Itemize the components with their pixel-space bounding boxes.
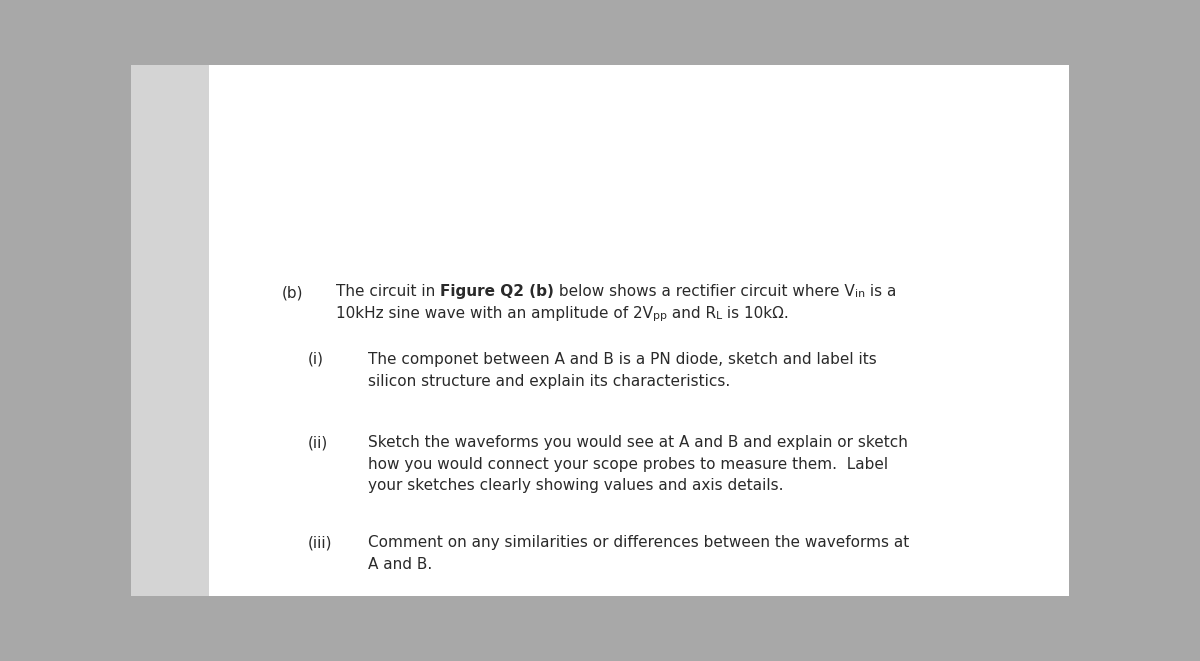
Text: and R: and R (667, 306, 716, 321)
Text: 10kHz sine wave with an amplitude of 2V: 10kHz sine wave with an amplitude of 2V (336, 306, 653, 321)
Text: (i): (i) (308, 352, 324, 367)
Text: is a: is a (865, 284, 896, 299)
Text: (b): (b) (282, 285, 304, 300)
Text: Sketch the waveforms you would see at A and B and explain or sketch
how you woul: Sketch the waveforms you would see at A … (368, 435, 908, 493)
Text: Comment on any similarities or differences between the waveforms at
A and B.: Comment on any similarities or differenc… (368, 535, 910, 572)
Text: L: L (716, 311, 722, 321)
Text: below shows a rectifier circuit where V: below shows a rectifier circuit where V (554, 284, 854, 299)
Text: The componet between A and B is a PN diode, sketch and label its
silicon structu: The componet between A and B is a PN dio… (368, 352, 877, 389)
Text: is 10kΩ.: is 10kΩ. (722, 306, 790, 321)
Text: (ii): (ii) (308, 435, 329, 450)
Text: (iii): (iii) (308, 535, 332, 550)
Text: pp: pp (653, 311, 667, 321)
Text: in: in (854, 289, 865, 299)
Text: Figure Q2 (b): Figure Q2 (b) (440, 284, 554, 299)
Text: The circuit in: The circuit in (336, 284, 440, 299)
